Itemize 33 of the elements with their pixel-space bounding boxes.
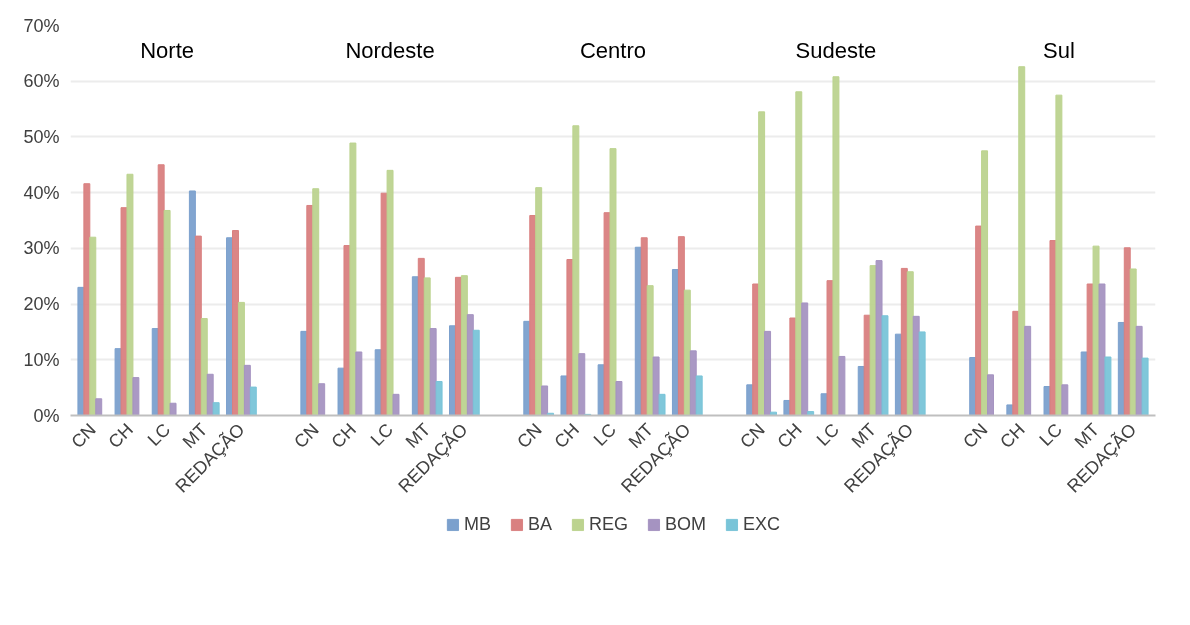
y-tick-label: 20% (23, 294, 60, 315)
legend-label: BOM (665, 513, 707, 535)
y-tick-label: 0% (33, 405, 60, 426)
legend-label: MB (463, 513, 491, 535)
y-tick-label: 70% (23, 15, 60, 36)
x-tick-label: LC (366, 419, 398, 450)
x-tick-label: LC (1035, 419, 1066, 450)
x-tick-label: CH (550, 419, 583, 452)
x-tick-label: CN (513, 419, 546, 452)
y-tick-label: 30% (23, 238, 60, 259)
legend-label: BA (527, 513, 552, 535)
annotation: Sudeste (795, 38, 877, 64)
x-tick-label: CN (290, 419, 323, 452)
x-tick-label: LC (589, 419, 621, 450)
legend-label: REG (588, 513, 628, 535)
x-tick-label: LC (812, 419, 844, 450)
y-tick-label: 60% (23, 71, 60, 92)
annotation: Centro (579, 38, 647, 64)
legend-label: EXC (743, 513, 781, 535)
x-tick-label: CH (773, 419, 806, 452)
y-tick-label: 50% (23, 126, 60, 147)
x-tick-label: LC (143, 419, 175, 450)
x-tick-label: CN (736, 419, 769, 452)
annotation: Sul (1042, 38, 1075, 64)
y-tick-label: 40% (23, 182, 60, 203)
x-tick-label: CH (327, 419, 360, 452)
y-tick-label: 10% (23, 349, 60, 370)
annotation: Nordeste (345, 38, 435, 64)
x-tick-label: CN (67, 419, 100, 452)
x-tick-label: CH (104, 419, 138, 452)
annotation: Norte (140, 38, 195, 64)
x-tick-label: CH (996, 419, 1029, 452)
x-tick-label: CN (959, 419, 992, 452)
